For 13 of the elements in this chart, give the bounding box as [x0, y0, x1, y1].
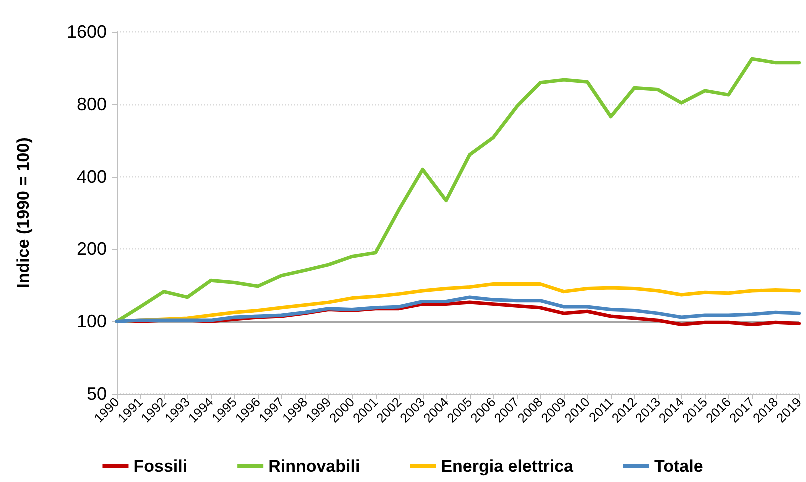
y-tick-label: 50 [86, 384, 107, 404]
y-tick-label: 100 [76, 312, 107, 332]
y-tick-label: 400 [76, 166, 107, 187]
legend-label: Totale [654, 457, 704, 476]
y-tick-label: 800 [76, 94, 107, 114]
y-tick-label: 200 [76, 239, 107, 260]
line-series [115, 296, 802, 324]
y-axis-title: Indice (1990 = 100) [14, 138, 33, 288]
legend-label: Fossili [134, 457, 188, 476]
y-tick-label: 1600 [66, 22, 107, 42]
legend-label: Rinnovabili [268, 457, 360, 476]
legend-label: Energia elettrica [441, 457, 574, 476]
line-series [115, 57, 802, 324]
